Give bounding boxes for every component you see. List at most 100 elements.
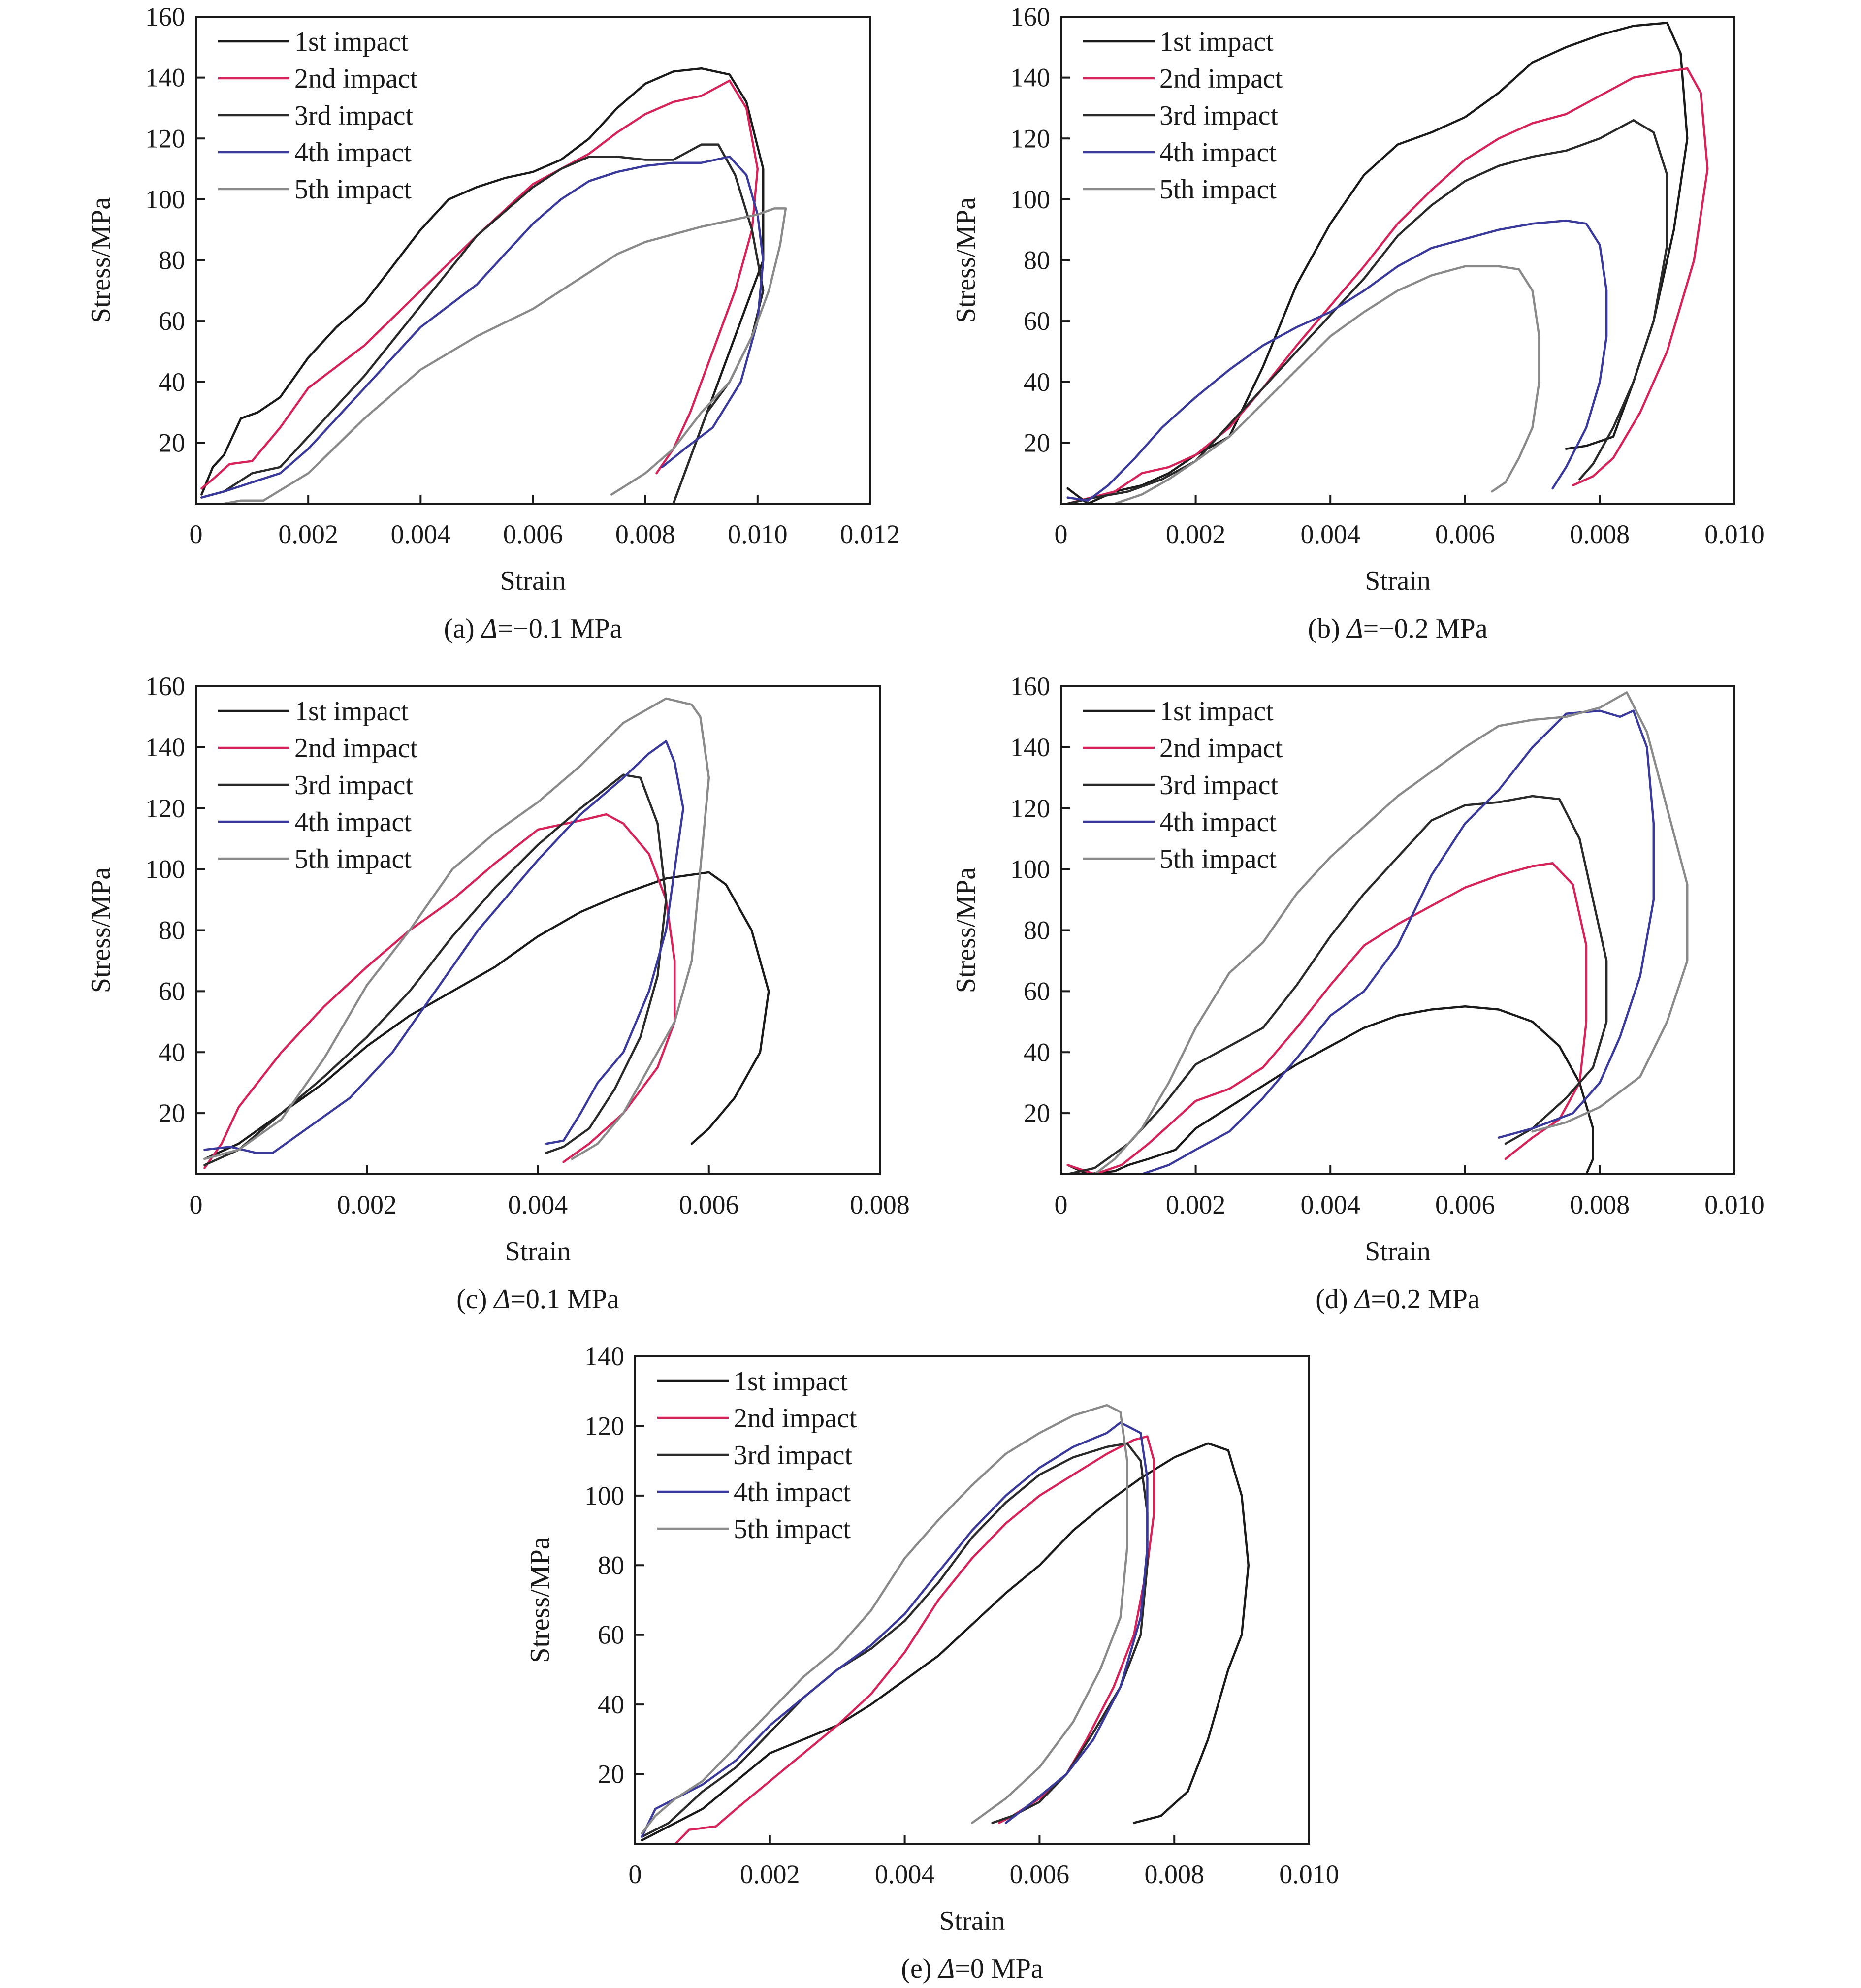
legend-label: 5th impact bbox=[294, 174, 412, 205]
legend-label: 1st impact bbox=[294, 27, 409, 57]
x-tick-label: 0 bbox=[1055, 519, 1068, 549]
x-axis-title: Strain bbox=[505, 1236, 571, 1267]
y-tick-label: 120 bbox=[145, 124, 185, 153]
y-axis-title: Stress/MPa bbox=[951, 867, 981, 993]
panel-caption: (c) Δ=0.1 MPa bbox=[456, 1284, 619, 1315]
y-tick-label: 60 bbox=[159, 306, 185, 336]
y-tick-label: 140 bbox=[584, 1342, 624, 1371]
y-tick-label: 80 bbox=[1024, 916, 1050, 945]
x-tick-label: 0.004 bbox=[508, 1190, 568, 1219]
y-tick-label: 80 bbox=[598, 1550, 624, 1580]
chart-panel-3: 0 0.002 0.004 0.006 0.008 20 40 60 80 100 120 140 16… bbox=[86, 672, 910, 1315]
x-tick-label: 0.006 bbox=[1435, 519, 1495, 549]
series-line-1 bbox=[1066, 1005, 1594, 1174]
y-tick-label: 140 bbox=[1010, 733, 1050, 762]
x-tick-label: 0.006 bbox=[679, 1190, 739, 1219]
y-tick-label: 20 bbox=[159, 1098, 185, 1128]
series-line-5 bbox=[1114, 265, 1540, 504]
x-tick-label: 0.012 bbox=[840, 519, 900, 549]
plot-frame bbox=[634, 1355, 1310, 1845]
y-axis-title: Stress/MPa bbox=[951, 197, 981, 323]
x-tick-label: 0 bbox=[629, 1860, 642, 1889]
series-line-1 bbox=[1066, 22, 1689, 504]
y-tick-label: 20 bbox=[1024, 428, 1050, 457]
y-tick-label: 100 bbox=[584, 1481, 624, 1510]
legend-label: 3rd impact bbox=[294, 770, 413, 801]
x-tick-label: 0.010 bbox=[728, 519, 788, 549]
legend-label: 2nd impact bbox=[1159, 733, 1283, 764]
chart-panel-5: 0 0.002 0.004 0.006 0.008 0.010 20 40 60 80 100 120… bbox=[525, 1342, 1339, 1984]
legend: 1st impact 2nd impact 3rd impact 4th impact… bbox=[218, 696, 418, 874]
legend-label: 4th impact bbox=[294, 137, 412, 168]
series-line-3 bbox=[203, 773, 668, 1166]
y-tick-label: 60 bbox=[159, 976, 185, 1006]
legend-label: 5th impact bbox=[294, 844, 412, 874]
x-tick-label: 0 bbox=[1055, 1190, 1068, 1219]
legend-label: 3rd impact bbox=[1159, 100, 1278, 131]
x-tick-label: 0 bbox=[190, 519, 203, 549]
x-tick-label: 0 bbox=[190, 1190, 203, 1219]
x-axis-title: Strain bbox=[1365, 1236, 1431, 1267]
y-tick-label: 120 bbox=[1010, 794, 1050, 823]
legend-label: 5th impact bbox=[1159, 174, 1277, 205]
legend-label: 3rd impact bbox=[1159, 770, 1278, 801]
legend-label: 4th impact bbox=[294, 807, 412, 837]
chart-panel-2: 0 0.002 0.004 0.006 0.008 0.010 20 40 60 80 100 120… bbox=[951, 2, 1765, 644]
series-line-2 bbox=[200, 79, 759, 490]
legend-label: 4th impact bbox=[734, 1477, 851, 1507]
y-tick-label: 140 bbox=[145, 733, 185, 762]
legend-label: 2nd impact bbox=[734, 1403, 857, 1434]
legend-label: 2nd impact bbox=[294, 64, 418, 94]
x-tick-label: 0.004 bbox=[391, 519, 451, 549]
x-tick-label: 0.004 bbox=[875, 1860, 935, 1889]
legend-label: 3rd impact bbox=[294, 100, 413, 131]
y-tick-label: 40 bbox=[159, 1037, 185, 1067]
x-tick-label: 0.002 bbox=[1166, 519, 1226, 549]
y-tick-label: 140 bbox=[1010, 63, 1050, 93]
legend-label: 1st impact bbox=[734, 1366, 848, 1397]
series-line-3 bbox=[200, 143, 765, 504]
legend-label: 4th impact bbox=[1159, 807, 1277, 837]
x-tick-label: 0.002 bbox=[1166, 1190, 1226, 1219]
y-tick-label: 100 bbox=[1010, 855, 1050, 884]
y-axis-title: Stress/MPa bbox=[86, 197, 116, 323]
series-line-3 bbox=[641, 1442, 1149, 1838]
panel-caption: (d) Δ=0.2 MPa bbox=[1316, 1284, 1480, 1315]
legend: 1st impact 2nd impact 3rd impact 4th impact… bbox=[1083, 696, 1283, 874]
x-tick-label: 0.010 bbox=[1704, 1190, 1765, 1219]
x-axis-title: Strain bbox=[1365, 566, 1431, 596]
series-line-4 bbox=[200, 156, 765, 499]
legend-label: 3rd impact bbox=[734, 1440, 852, 1471]
series-line-5 bbox=[1093, 691, 1689, 1174]
legend-label: 1st impact bbox=[1159, 696, 1274, 727]
y-tick-label: 140 bbox=[145, 63, 185, 93]
series-line-2 bbox=[1066, 862, 1588, 1174]
series-line-2 bbox=[203, 813, 676, 1169]
x-tick-label: 0.006 bbox=[1010, 1860, 1070, 1889]
x-tick-label: 0.004 bbox=[1300, 1190, 1360, 1219]
x-tick-label: 0.008 bbox=[615, 519, 675, 549]
y-tick-label: 40 bbox=[598, 1690, 624, 1719]
panel-caption: (a) Δ=−0.1 MPa bbox=[444, 613, 622, 644]
x-tick-label: 0.010 bbox=[1279, 1860, 1339, 1889]
y-tick-label: 40 bbox=[1024, 1037, 1050, 1067]
chart-panel-1: 0 0.002 0.004 0.006 0.008 0.010 0.012 20 40 60 80 1… bbox=[86, 2, 900, 644]
series-line-5 bbox=[203, 697, 710, 1160]
y-tick-label: 160 bbox=[145, 672, 185, 701]
series-line-1 bbox=[641, 1442, 1250, 1842]
y-tick-label: 100 bbox=[1010, 185, 1050, 214]
panel-caption: (e) Δ=0 MPa bbox=[901, 1954, 1043, 1984]
x-axis-title: Strain bbox=[500, 566, 566, 596]
x-tick-label: 0.004 bbox=[1300, 519, 1360, 549]
y-tick-label: 160 bbox=[145, 2, 185, 32]
y-axis-title: Stress/MPa bbox=[525, 1537, 555, 1663]
series-line-1 bbox=[203, 871, 770, 1160]
x-tick-label: 0.006 bbox=[503, 519, 563, 549]
legend-label: 1st impact bbox=[294, 696, 409, 727]
y-tick-label: 160 bbox=[1010, 2, 1050, 32]
y-tick-label: 80 bbox=[1024, 246, 1050, 275]
x-tick-label: 0.006 bbox=[1435, 1190, 1495, 1219]
y-tick-label: 80 bbox=[159, 246, 185, 275]
y-tick-label: 100 bbox=[145, 855, 185, 884]
